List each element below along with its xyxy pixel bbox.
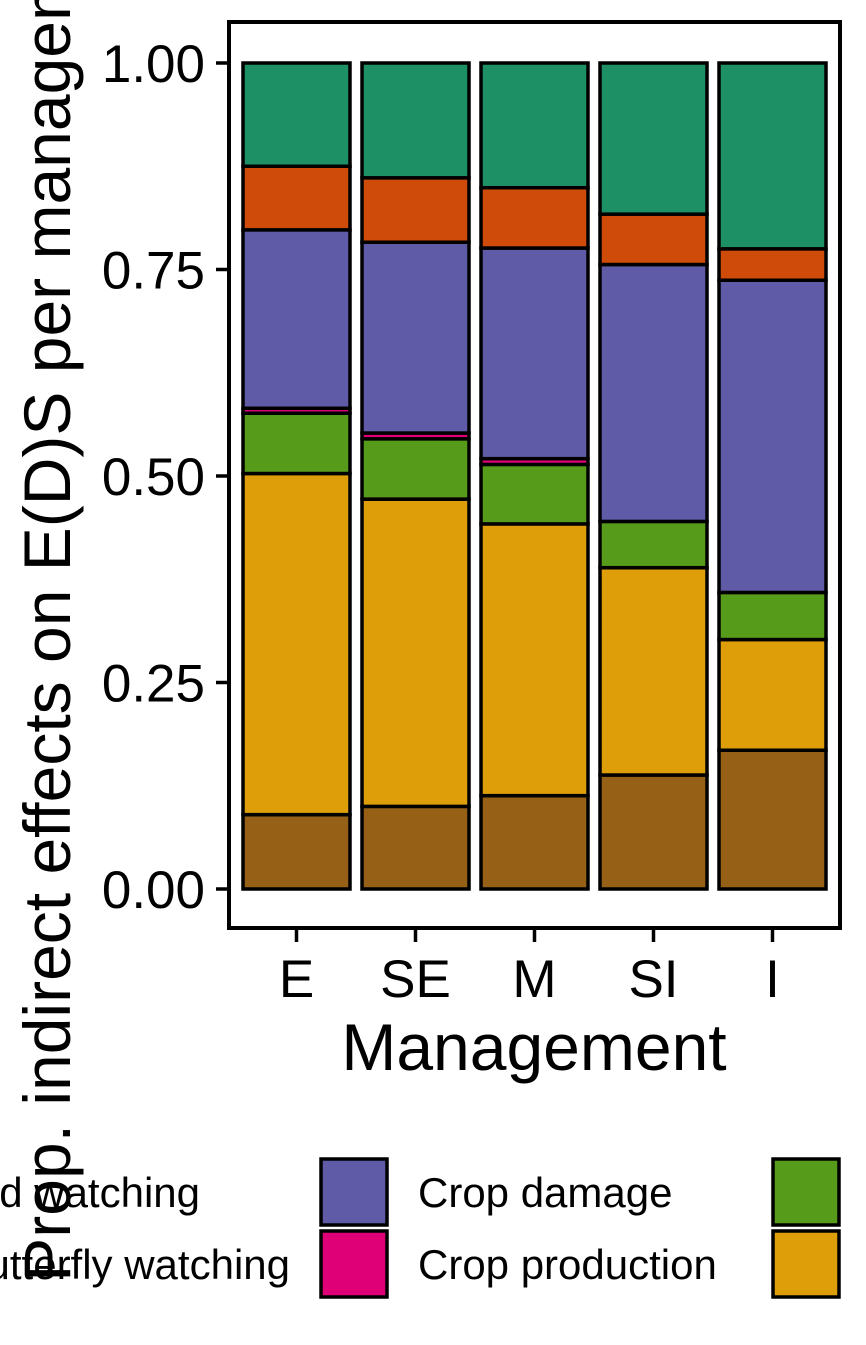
y-axis-title: Prop. indirect effects on E(D)S per mana…	[10, 0, 84, 1282]
legend-swatch	[319, 1157, 389, 1227]
x-tick-label: M	[512, 950, 556, 1009]
legend-label: Crop damage	[418, 1169, 672, 1216]
bar-segment-SE-5	[360, 176, 471, 244]
bar-segment-SE-1	[360, 497, 471, 809]
bar-segment-E-1	[241, 471, 352, 817]
legend-swatch	[771, 1157, 841, 1227]
bar-segment-SE-2	[360, 437, 471, 501]
bar-segment-E-4	[241, 228, 352, 411]
bars-group	[241, 61, 828, 891]
x-tick-label: E	[279, 950, 314, 1009]
bar-segment-SE-6	[360, 61, 471, 180]
bar-segment-SI-0	[598, 773, 709, 891]
bar-segment-I-5	[717, 247, 828, 282]
legend-label: Crop production	[418, 1241, 717, 1288]
bar-segment-SI-4	[598, 262, 709, 524]
bar-segment-I-2	[717, 590, 828, 642]
bar-segment-E-6	[241, 61, 352, 168]
bar-segment-SE-0	[360, 804, 471, 891]
bar-segment-SI-1	[598, 565, 709, 777]
bar-segment-E-2	[241, 411, 352, 476]
bar-segment-E-0	[241, 812, 352, 891]
bar-segment-M-0	[479, 793, 590, 891]
bar-segment-M-4	[479, 246, 590, 461]
bar-segment-SE-4	[360, 240, 471, 435]
legend-label: Butterfly watching	[0, 1241, 290, 1288]
bar-segment-M-1	[479, 522, 590, 798]
bar-segment-M-5	[479, 185, 590, 250]
legend-swatch	[771, 1229, 841, 1299]
x-tick-label: SI	[628, 950, 678, 1009]
bar-segment-SI-5	[598, 212, 709, 267]
x-tick-label: I	[765, 950, 780, 1009]
bar-segment-I-4	[717, 278, 828, 595]
y-tick-label: 0.00	[102, 861, 205, 920]
bar-segment-M-6	[479, 61, 590, 190]
legend-swatch	[319, 1229, 389, 1299]
y-tick-label: 0.50	[102, 448, 205, 507]
bar-segment-E-5	[241, 164, 352, 232]
y-axis: 0.00 0.25 0.50 0.75 1.00	[102, 35, 229, 920]
bar-segment-SI-2	[598, 519, 709, 570]
legend-label: Bird watching	[0, 1169, 200, 1216]
y-tick-label: 0.75	[102, 242, 205, 301]
x-axis-title: Management	[341, 1010, 726, 1084]
bar-segment-SI-6	[598, 61, 709, 216]
bar-segment-M-2	[479, 462, 590, 526]
bar-segment-I-6	[717, 61, 828, 251]
legend: Bird watching Butterfly watching Crop dama…	[0, 1157, 841, 1299]
bar-segment-I-1	[717, 637, 828, 752]
y-tick-label: 0.25	[102, 655, 205, 714]
x-tick-label: SE	[380, 950, 451, 1009]
y-tick-label: 1.00	[102, 35, 205, 94]
x-axis: E SE M SI I	[279, 928, 780, 1009]
bar-segment-I-0	[717, 748, 828, 891]
